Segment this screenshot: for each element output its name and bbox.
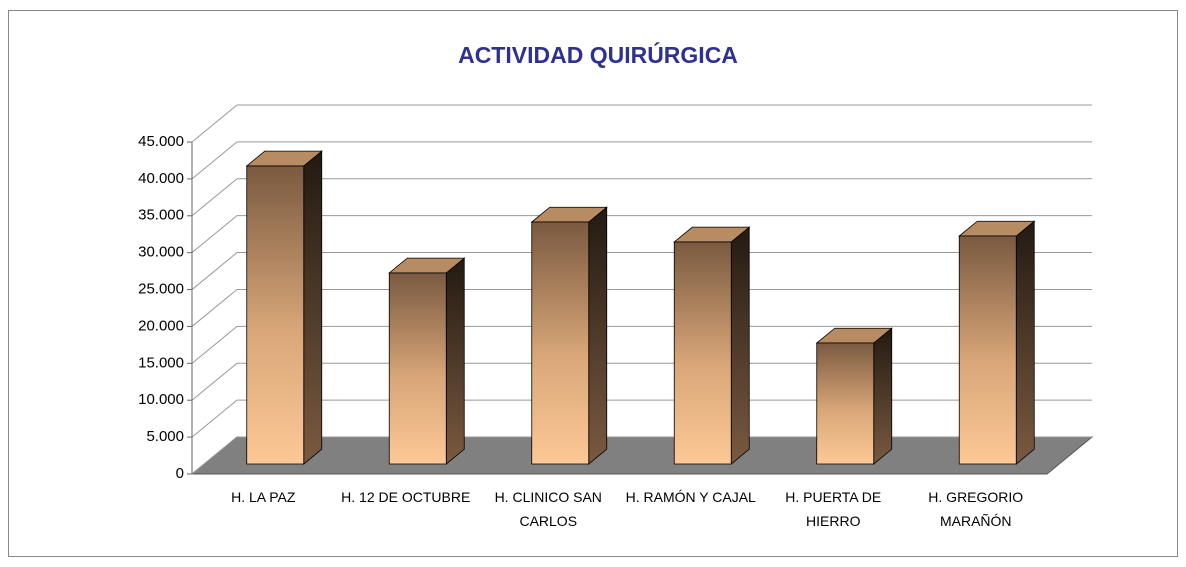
bar xyxy=(815,327,893,465)
bar-front xyxy=(246,165,305,465)
grid-line xyxy=(191,252,1092,290)
floor xyxy=(190,436,1094,475)
x-tick-label: H. LA PAZ xyxy=(231,489,296,505)
grid-line xyxy=(191,399,1092,438)
bar xyxy=(958,220,1036,465)
x-tick-label: H. 12 DE OCTUBRE xyxy=(341,489,471,505)
bar xyxy=(530,206,608,465)
bar-front xyxy=(531,221,590,465)
grid-line xyxy=(191,288,1092,327)
y-tick-label: 15.000 xyxy=(138,354,184,371)
y-tick-label: 0 xyxy=(176,465,184,482)
x-tick-label: H. GREGORIO MARAÑÓN xyxy=(928,489,1024,529)
bar-side xyxy=(445,257,465,465)
bar-front xyxy=(673,241,732,465)
bar-side xyxy=(873,327,893,465)
grid-line xyxy=(191,325,1092,364)
y-tick-label: 5.000 xyxy=(146,428,184,445)
bar-side xyxy=(303,150,323,465)
y-tick-label: 40.000 xyxy=(138,170,184,187)
x-tick-label: H. PUERTA DE HIERRO xyxy=(785,489,882,529)
bar xyxy=(245,150,323,465)
bar-front xyxy=(388,272,447,465)
bar-side xyxy=(588,206,608,465)
bar-side xyxy=(1015,220,1035,465)
x-tick-label: H. RAMÓN Y CAJAL xyxy=(625,489,756,505)
side-wall xyxy=(192,105,237,474)
bar-front xyxy=(958,235,1017,465)
y-tick-label: 25.000 xyxy=(138,281,184,298)
y-tick-label: 30.000 xyxy=(138,244,184,261)
grid-line xyxy=(191,436,1092,475)
bar-side xyxy=(730,226,750,465)
grid-line xyxy=(191,178,1092,217)
y-tick-label: 10.000 xyxy=(138,391,184,408)
grid-line xyxy=(191,215,1092,254)
y-tick-label: 45.000 xyxy=(138,133,184,150)
x-tick-label: H. CLINICO SAN CARLOS xyxy=(494,489,602,529)
grid-line xyxy=(191,104,1092,143)
grid-line xyxy=(191,362,1092,401)
bar-front xyxy=(816,342,875,465)
y-tick-label: 20.000 xyxy=(138,317,184,334)
bar xyxy=(673,226,751,465)
bar xyxy=(388,257,466,465)
grid-line xyxy=(191,141,1092,180)
chart-title: ACTIVIDAD QUIRÚRGICA xyxy=(458,41,738,68)
y-tick-label: 35.000 xyxy=(138,207,184,224)
